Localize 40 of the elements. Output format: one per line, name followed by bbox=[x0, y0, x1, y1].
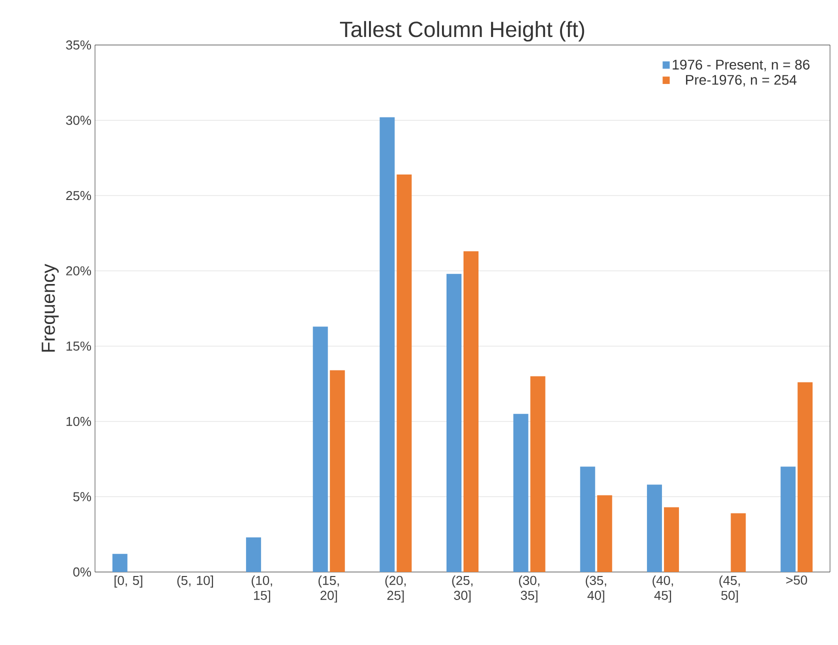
bar bbox=[396, 174, 412, 572]
x-tick-label: [0, 5] bbox=[114, 576, 142, 588]
bar bbox=[580, 466, 596, 572]
y-axis-title: Frequency bbox=[42, 264, 59, 352]
bar bbox=[446, 274, 462, 572]
bar bbox=[780, 466, 796, 572]
y-tick-label: 0% bbox=[73, 567, 92, 577]
x-tick-label: (45, 50] bbox=[719, 576, 740, 603]
bar bbox=[730, 513, 746, 572]
x-tick-label: (15, 20] bbox=[318, 576, 339, 603]
bar bbox=[513, 414, 528, 572]
x-tick-label: (35, 40] bbox=[586, 576, 606, 603]
x-tick-label: (5, 10] bbox=[177, 576, 214, 588]
bar bbox=[246, 537, 262, 572]
y-tick-label: 20% bbox=[66, 266, 92, 276]
bar bbox=[798, 382, 813, 572]
legend-label: 1976 - Present, n = 86 bbox=[672, 60, 810, 72]
bar bbox=[312, 326, 328, 572]
bar bbox=[112, 554, 128, 572]
y-tick-label: 15% bbox=[66, 342, 92, 351]
y-tick-label: 10% bbox=[66, 416, 92, 426]
y-tick-label: 30% bbox=[66, 116, 92, 125]
y-tick-label: 35% bbox=[66, 40, 92, 50]
bar bbox=[597, 495, 612, 572]
bar bbox=[646, 484, 662, 572]
legend-label: Pre-1976, n = 254 bbox=[686, 74, 797, 86]
x-tick-label: (20, 25] bbox=[385, 576, 406, 603]
bar bbox=[380, 117, 395, 572]
y-tick-label: 25% bbox=[66, 190, 92, 200]
x-tick-label: (10, 15] bbox=[252, 576, 272, 603]
x-tick-label: >50 bbox=[786, 576, 808, 585]
bar bbox=[664, 507, 679, 572]
x-tick-label: (25, 30] bbox=[452, 576, 472, 603]
bar bbox=[530, 376, 546, 572]
x-tick-label: (30, 35] bbox=[518, 576, 540, 603]
chart-title: Tallest Column Height (ft) bbox=[340, 21, 584, 42]
y-tick-label: 5% bbox=[73, 492, 92, 502]
bar bbox=[330, 370, 345, 572]
bar bbox=[464, 251, 479, 572]
x-tick-label: (40, 45] bbox=[652, 576, 673, 603]
